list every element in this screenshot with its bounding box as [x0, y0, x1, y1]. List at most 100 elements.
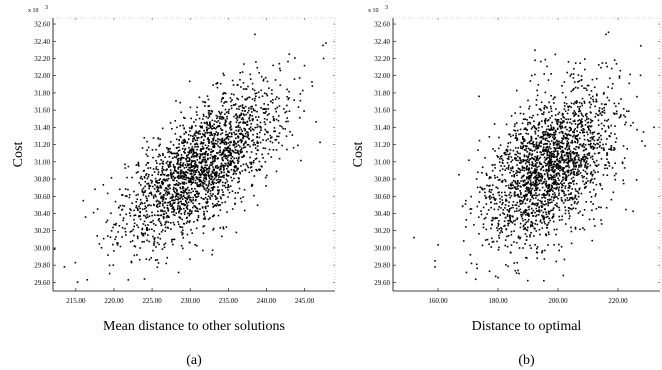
scatter-point [526, 177, 528, 180]
scatter-point [511, 181, 513, 184]
scatter-point [147, 146, 150, 149]
scatter-point [253, 141, 255, 144]
scatter-point [157, 219, 160, 221]
scatter-point [188, 152, 191, 155]
scatter-point [171, 240, 173, 243]
scatter-point [621, 161, 624, 164]
scatter-point [251, 115, 254, 117]
scatter-point [554, 148, 557, 151]
scatter-point [597, 143, 599, 145]
scatter-point [525, 183, 528, 185]
scatter-point [202, 218, 205, 220]
scatter-point [232, 104, 235, 106]
scatter-point [211, 163, 214, 165]
scatter-point [158, 200, 160, 203]
scatter-point [544, 58, 547, 61]
scatter-point [574, 226, 577, 229]
scatter-point [580, 119, 582, 122]
scatter-point [177, 198, 180, 201]
scatter-point [563, 108, 566, 110]
scatter-point [211, 155, 214, 158]
scatter-point [161, 169, 163, 172]
scatter-point [562, 176, 565, 179]
scatter-point [171, 127, 173, 130]
scatter-point [501, 168, 504, 170]
scatter-point [535, 180, 537, 183]
scatter-point [563, 192, 565, 195]
scatter-point [152, 249, 154, 252]
scatter-point [549, 164, 551, 167]
scatter-point [490, 246, 493, 248]
scatter-point [581, 113, 583, 116]
scatter-point [566, 140, 569, 142]
x-tick-label: 245.00 [295, 297, 315, 305]
scatter-point [607, 161, 610, 163]
scatter-point [583, 102, 586, 104]
scatter-point [211, 215, 214, 218]
scatter-point [175, 192, 178, 195]
scatter-point [564, 136, 567, 139]
scatter-point [501, 203, 503, 206]
scatter-point [559, 166, 562, 168]
scatter-point [537, 179, 540, 182]
scatter-point [553, 228, 556, 231]
scatter-point [249, 73, 252, 76]
scatter-point [256, 145, 259, 147]
scatter-point [500, 180, 503, 183]
scatter-point [528, 208, 530, 211]
scatter-point [165, 212, 168, 214]
scatter-point [121, 208, 124, 211]
scatter-point [532, 141, 535, 143]
scatter-point [509, 187, 512, 190]
scatter-point [520, 161, 523, 164]
scatter-point [169, 169, 172, 171]
scatter-point [210, 183, 212, 186]
scatter-point [240, 128, 243, 131]
scatter-point [234, 142, 236, 144]
scatter-point [133, 218, 135, 221]
scatter-point [181, 141, 183, 144]
scatter-point [495, 202, 498, 205]
scatter-point [458, 173, 460, 176]
scatter-point [523, 224, 525, 227]
scatter-point [558, 243, 560, 246]
scatter-point [524, 227, 526, 229]
scatter-point [530, 136, 533, 139]
scatter-point [600, 114, 603, 117]
scatter-point [218, 180, 220, 183]
scatter-point [574, 168, 577, 171]
scatter-point [558, 157, 561, 160]
scatter-point [511, 159, 514, 161]
scatter-point [210, 175, 213, 177]
scatter-point [513, 175, 516, 178]
scatter-point [231, 160, 234, 163]
scatter-point [507, 219, 509, 222]
scatter-point [562, 202, 565, 204]
scatter-point [515, 159, 517, 162]
scatter-point [509, 183, 512, 185]
scatter-point [536, 166, 539, 169]
scatter-point [218, 189, 221, 191]
scatter-point [592, 148, 595, 151]
scatter-point [215, 126, 218, 129]
scatter-point [242, 163, 245, 166]
scatter-point [213, 146, 216, 149]
scatter-point [565, 151, 568, 154]
scatter-point [591, 158, 594, 160]
y-tick-label: 30.40 [34, 210, 50, 218]
scatter-point [173, 167, 176, 169]
scatter-point [528, 215, 530, 217]
scatter-point [213, 123, 215, 126]
scatter-point [540, 142, 543, 144]
scatter-point [167, 185, 170, 188]
scatter-point [207, 185, 210, 187]
scatter-point [492, 217, 495, 220]
scatter-point [167, 201, 170, 204]
scatter-point [166, 204, 169, 207]
scatter-point [236, 149, 239, 152]
scatter-point [188, 213, 191, 216]
scatter-point [284, 111, 286, 114]
y-tick-label: 30.00 [34, 244, 50, 252]
scatter-point [576, 171, 579, 173]
scatter-point [180, 157, 183, 160]
